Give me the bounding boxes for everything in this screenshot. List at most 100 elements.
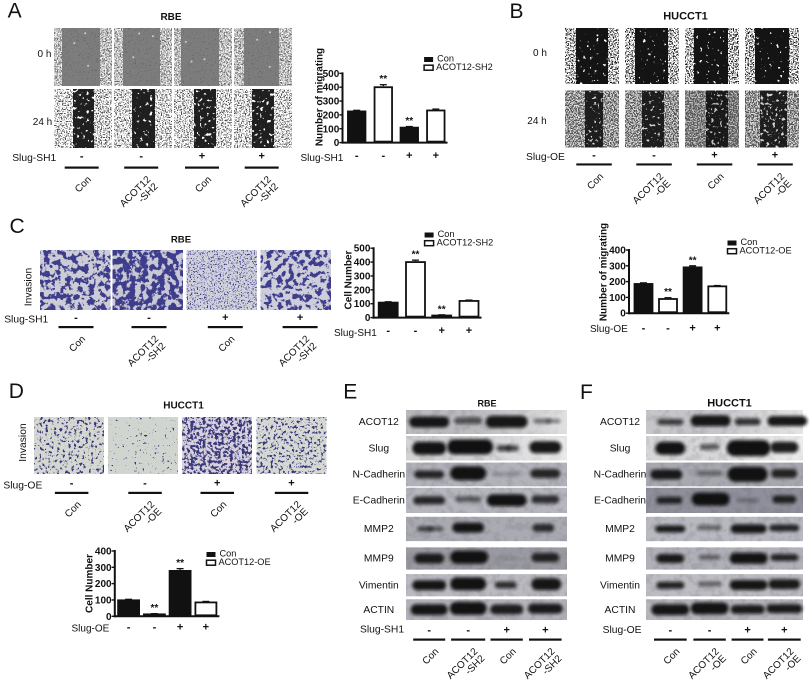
svg-text:-: - [355,150,359,162]
svg-text:200: 200 [95,579,112,590]
svg-text:Slug-OE: Slug-OE [526,152,565,163]
svg-text:+: + [222,312,228,324]
svg-text:Invasion: Invasion [18,423,29,462]
svg-text:HUCCT1: HUCCT1 [663,11,708,23]
svg-text:-: - [127,622,131,634]
svg-text:0: 0 [106,612,112,623]
svg-text:Con: Con [662,646,683,667]
svg-text:ACOT12-SH2: ACOT12-SH2 [126,334,169,377]
svg-text:0: 0 [365,313,371,324]
svg-text:**: ** [176,558,184,569]
svg-text:ACOT12-SH2: ACOT12-SH2 [118,174,161,217]
svg-text:-: - [153,622,157,634]
svg-text:Cell Number: Cell Number [344,250,355,309]
svg-text:-: - [143,478,147,490]
svg-text:-: - [74,312,78,324]
svg-text:ACOT12-OE: ACOT12-OE [268,499,311,542]
svg-text:Slug-OE: Slug-OE [72,624,110,635]
svg-text:ACOT12: ACOT12 [600,417,640,428]
svg-text:200: 200 [323,110,340,121]
svg-text:300: 300 [354,271,371,282]
svg-text:ACOT12-SH2: ACOT12-SH2 [277,334,320,377]
svg-text:Con: Con [193,174,214,195]
svg-text:+: + [466,325,472,337]
svg-text:400: 400 [95,546,112,557]
svg-text:-: - [708,625,712,637]
svg-text:Con: Con [706,171,727,192]
svg-text:300: 300 [95,563,112,574]
svg-text:-: - [592,150,596,162]
svg-text:N-Cadherin: N-Cadherin [594,470,647,481]
svg-text:ACOT12-OE: ACOT12-OE [122,499,165,542]
svg-text:HUCCT1: HUCCT1 [707,398,752,410]
svg-text:0 h: 0 h [533,48,547,59]
svg-text:MMP9: MMP9 [605,554,635,565]
svg-text:+: + [781,625,787,637]
svg-text:MMP9: MMP9 [364,554,394,565]
svg-text:+: + [433,150,439,162]
svg-text:B: B [510,0,524,23]
svg-text:Cell Number: Cell Number [85,554,96,613]
svg-text:Slug-OE: Slug-OE [590,324,628,335]
svg-text:+: + [711,150,717,162]
svg-text:+: + [177,622,183,634]
svg-text:HUCCT1: HUCCT1 [163,400,204,411]
svg-text:+: + [772,150,778,162]
svg-text:ACOT12-OE: ACOT12-OE [686,646,729,682]
svg-text:-: - [466,625,470,637]
svg-text:+: + [542,625,548,637]
svg-text:200: 200 [354,285,371,296]
svg-text:Slug: Slug [610,443,631,454]
svg-text:Vimentin: Vimentin [600,580,640,591]
svg-text:+: + [297,312,303,324]
svg-text:ACOT12: ACOT12 [359,417,399,428]
svg-text:N-Cadherin: N-Cadherin [352,470,405,481]
svg-text:Vimentin: Vimentin [359,580,399,591]
svg-text:300: 300 [609,261,626,272]
svg-text:MMP2: MMP2 [364,524,394,535]
svg-text:0: 0 [334,138,340,149]
svg-text:Slug-SH1: Slug-SH1 [301,153,344,164]
svg-text:+: + [288,478,294,490]
svg-text:100: 100 [354,299,371,310]
svg-text:-: - [147,312,151,324]
svg-text:-: - [139,151,143,163]
svg-text:MMP2: MMP2 [605,524,635,535]
svg-text:400: 400 [609,246,626,257]
svg-text:+: + [199,151,205,163]
svg-text:100: 100 [323,124,340,135]
svg-text:+: + [503,625,509,637]
svg-text:400: 400 [323,83,340,94]
svg-text:E-Cadherin: E-Cadherin [594,496,646,507]
svg-text:Slug: Slug [368,443,389,454]
svg-text:-: - [642,323,646,335]
svg-text:-: - [386,325,390,337]
svg-text:Con: Con [585,171,606,192]
svg-text:ACOT12-OE: ACOT12-OE [219,557,271,567]
svg-text:Slug-SH1: Slug-SH1 [12,153,56,164]
svg-text:-: - [70,478,74,490]
svg-text:+: + [744,625,750,637]
svg-text:Slug-SH1: Slug-SH1 [4,315,48,326]
svg-text:400: 400 [354,258,371,269]
svg-text:200: 200 [609,277,626,288]
svg-text:**: ** [405,116,413,127]
svg-text:**: ** [379,74,387,85]
svg-text:ACTIN: ACTIN [363,605,394,616]
svg-text:-: - [80,151,84,163]
svg-text:Con: Con [209,499,230,520]
svg-text:-: - [381,150,385,162]
svg-text:F: F [580,381,593,404]
svg-text:Slug-SH1: Slug-SH1 [360,625,404,636]
svg-text:100: 100 [609,293,626,304]
svg-text:+: + [214,478,220,490]
svg-text:A: A [8,0,22,22]
svg-text:300: 300 [323,97,340,108]
svg-text:**: ** [151,603,159,614]
svg-text:500: 500 [354,244,371,255]
svg-text:-: - [652,150,656,162]
svg-text:0: 0 [620,309,626,320]
svg-text:**: ** [438,304,446,315]
svg-text:+: + [689,323,695,335]
svg-text:ACOT12-SH2: ACOT12-SH2 [445,646,488,682]
